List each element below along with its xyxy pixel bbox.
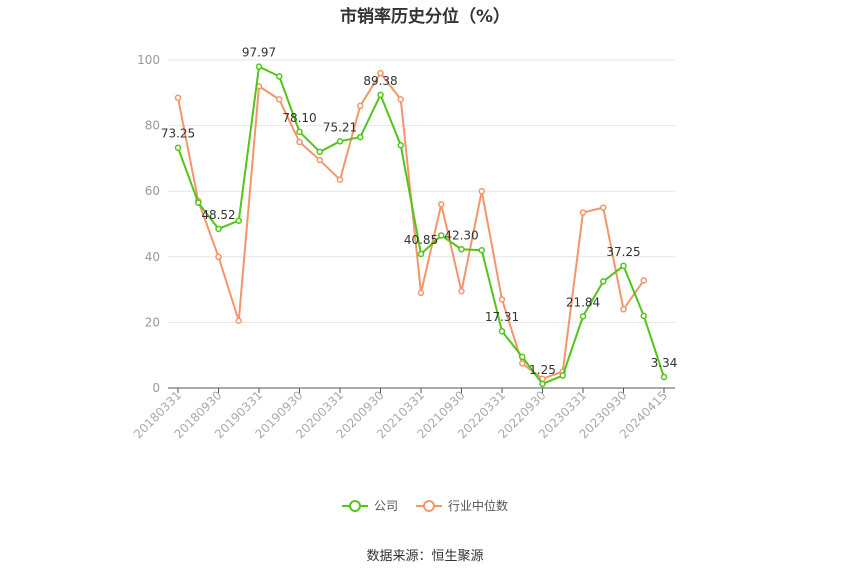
data-point-industry-median <box>519 360 526 367</box>
data-point-company <box>296 128 303 136</box>
data-point-industry-median <box>296 138 303 146</box>
data-point-company <box>397 142 404 149</box>
data-point-industry-median <box>640 277 647 284</box>
data-point-company <box>276 73 283 80</box>
data-point-company <box>600 278 607 285</box>
legend-label-company: 公司 <box>373 499 398 513</box>
data-point-industry-median <box>498 296 506 303</box>
data-point-company <box>660 373 668 381</box>
data-point-industry-median <box>336 176 344 183</box>
data-label: 1.25 <box>529 363 556 377</box>
data-point-company <box>316 148 323 156</box>
data-point-company <box>620 262 627 270</box>
data-point-industry-median <box>438 201 445 208</box>
axis-layer: 0204060801002018033120180930201903312019… <box>131 53 675 441</box>
source-note: 数据来源：恒生聚源 <box>366 549 484 564</box>
legend-label-industry-median: 行业中位数 <box>448 499 509 513</box>
y-tick-label: 80 <box>145 119 160 133</box>
data-point-industry-median <box>458 287 465 295</box>
legend: 公司 行业中位数 <box>0 497 850 514</box>
data-point-industry-median <box>276 96 283 103</box>
data-point-company <box>174 144 182 151</box>
legend-swatch-industry-median <box>416 499 442 513</box>
y-tick-label: 40 <box>145 250 160 264</box>
legend-item-industry-median[interactable]: 行业中位数 <box>416 497 508 514</box>
label-layer: 73.25 48.52 97.97 78.10 75.21 89.38 40.85 42.30… <box>161 46 678 377</box>
data-label: 21.84 <box>566 295 600 309</box>
series-layer <box>174 63 668 388</box>
data-point-company <box>215 225 222 233</box>
series-line-company <box>177 65 665 385</box>
data-point-industry-median <box>478 187 485 195</box>
data-point-company <box>438 232 445 239</box>
data-point-industry-median <box>174 94 182 101</box>
data-point-industry-median <box>377 69 384 77</box>
data-point-company <box>417 250 425 258</box>
series-line-industry-median <box>177 72 645 380</box>
data-point-company <box>559 372 566 379</box>
data-point-industry-median <box>620 306 627 313</box>
y-tick-label: 20 <box>145 315 160 329</box>
data-point-company <box>235 217 242 224</box>
data-point-industry-median <box>215 253 222 261</box>
data-point-company <box>195 199 202 206</box>
data-label: 89.38 <box>363 74 397 88</box>
data-label: 3.34 <box>651 356 678 370</box>
data-point-company <box>519 353 526 361</box>
y-tick-label: 100 <box>137 53 160 67</box>
data-label: 75.21 <box>323 120 357 134</box>
data-point-company <box>498 327 506 335</box>
data-point-industry-median <box>417 289 425 297</box>
data-label: 97.97 <box>242 46 276 60</box>
data-point-company <box>357 133 364 141</box>
data-label: 48.52 <box>201 208 235 222</box>
data-point-company <box>255 63 263 70</box>
data-point-company <box>539 380 546 388</box>
data-label: 40.85 <box>404 233 438 247</box>
chart-title: 市销率历史分位（%） <box>339 7 511 27</box>
legend-item-company[interactable]: 公司 <box>341 497 398 514</box>
data-label: 73.25 <box>161 127 195 141</box>
data-point-company <box>640 312 647 320</box>
data-label: 42.30 <box>444 228 478 242</box>
data-point-company <box>336 138 344 145</box>
data-point-industry-median <box>579 209 587 216</box>
data-point-company <box>478 246 485 254</box>
data-label: 78.10 <box>282 111 316 125</box>
data-point-industry-median <box>316 156 323 164</box>
data-point-company <box>579 313 587 320</box>
y-tick-label: 0 <box>152 381 160 395</box>
data-point-industry-median <box>357 102 364 110</box>
legend-swatch-company <box>341 499 368 513</box>
data-label: 17.31 <box>485 310 519 324</box>
y-tick-label: 60 <box>145 184 160 198</box>
data-point-company <box>377 91 384 99</box>
data-point-industry-median <box>600 204 607 211</box>
data-point-company <box>458 246 465 253</box>
grid-layer <box>168 59 675 323</box>
data-label: 37.25 <box>606 245 640 259</box>
data-point-industry-median <box>235 317 242 325</box>
data-point-industry-median <box>397 96 404 103</box>
